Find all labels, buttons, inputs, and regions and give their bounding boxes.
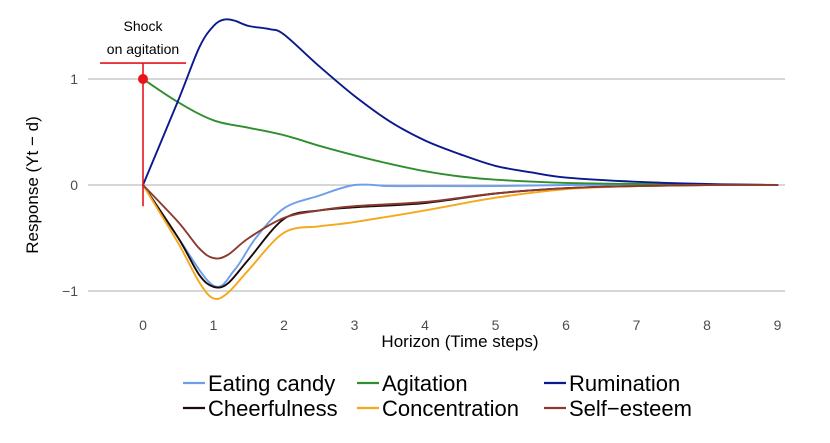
legend-label-agitation: Agitation <box>382 371 468 396</box>
series-line-agitation <box>142 78 779 186</box>
x-tick-label: 5 <box>492 317 500 333</box>
series-line-self-esteem <box>142 183 779 260</box>
x-tick-label: 6 <box>562 317 570 333</box>
x-tick-label: 9 <box>774 317 782 333</box>
legend-label-eating-candy: Eating candy <box>208 371 335 396</box>
y-tick-label: 0 <box>70 177 78 193</box>
x-tick-label: 8 <box>703 317 711 333</box>
y-axis-title: Response (Yt − d) <box>23 116 42 254</box>
series-line-cheerfulness <box>142 183 779 289</box>
series-line-rumination <box>142 18 779 186</box>
series-line-concentration <box>142 183 779 300</box>
shock-annotation: Shock on agitation <box>100 18 186 207</box>
x-tick-label: 4 <box>421 317 429 333</box>
x-tick-label: 3 <box>351 317 359 333</box>
shock-point <box>138 74 148 84</box>
x-tick-label: 7 <box>633 317 641 333</box>
x-tick-label: 0 <box>139 317 147 333</box>
legend: Eating candy Agitation Rumination Cheerfuln… <box>183 371 692 421</box>
x-tick-labels: 0 1 2 3 4 5 6 7 8 9 <box>139 317 782 333</box>
x-tick-label: 1 <box>210 317 218 333</box>
series-line-eating-candy <box>142 183 779 288</box>
x-axis-title: Horizon (Time steps) <box>381 332 538 351</box>
legend-label-concentration: Concentration <box>382 396 519 421</box>
legend-label-cheerfulness: Cheerfulness <box>208 396 338 421</box>
x-tick-label: 2 <box>280 317 288 333</box>
y-tick-label: −1 <box>62 283 78 299</box>
series-lines <box>142 18 779 300</box>
y-tick-labels: −1 0 1 <box>62 71 78 299</box>
legend-label-rumination: Rumination <box>569 371 680 396</box>
shock-label-line: on agitation <box>107 41 179 57</box>
shock-label-line: Shock <box>124 18 164 34</box>
y-tick-label: 1 <box>70 71 78 87</box>
legend-label-self-esteem: Self−esteem <box>569 396 692 421</box>
